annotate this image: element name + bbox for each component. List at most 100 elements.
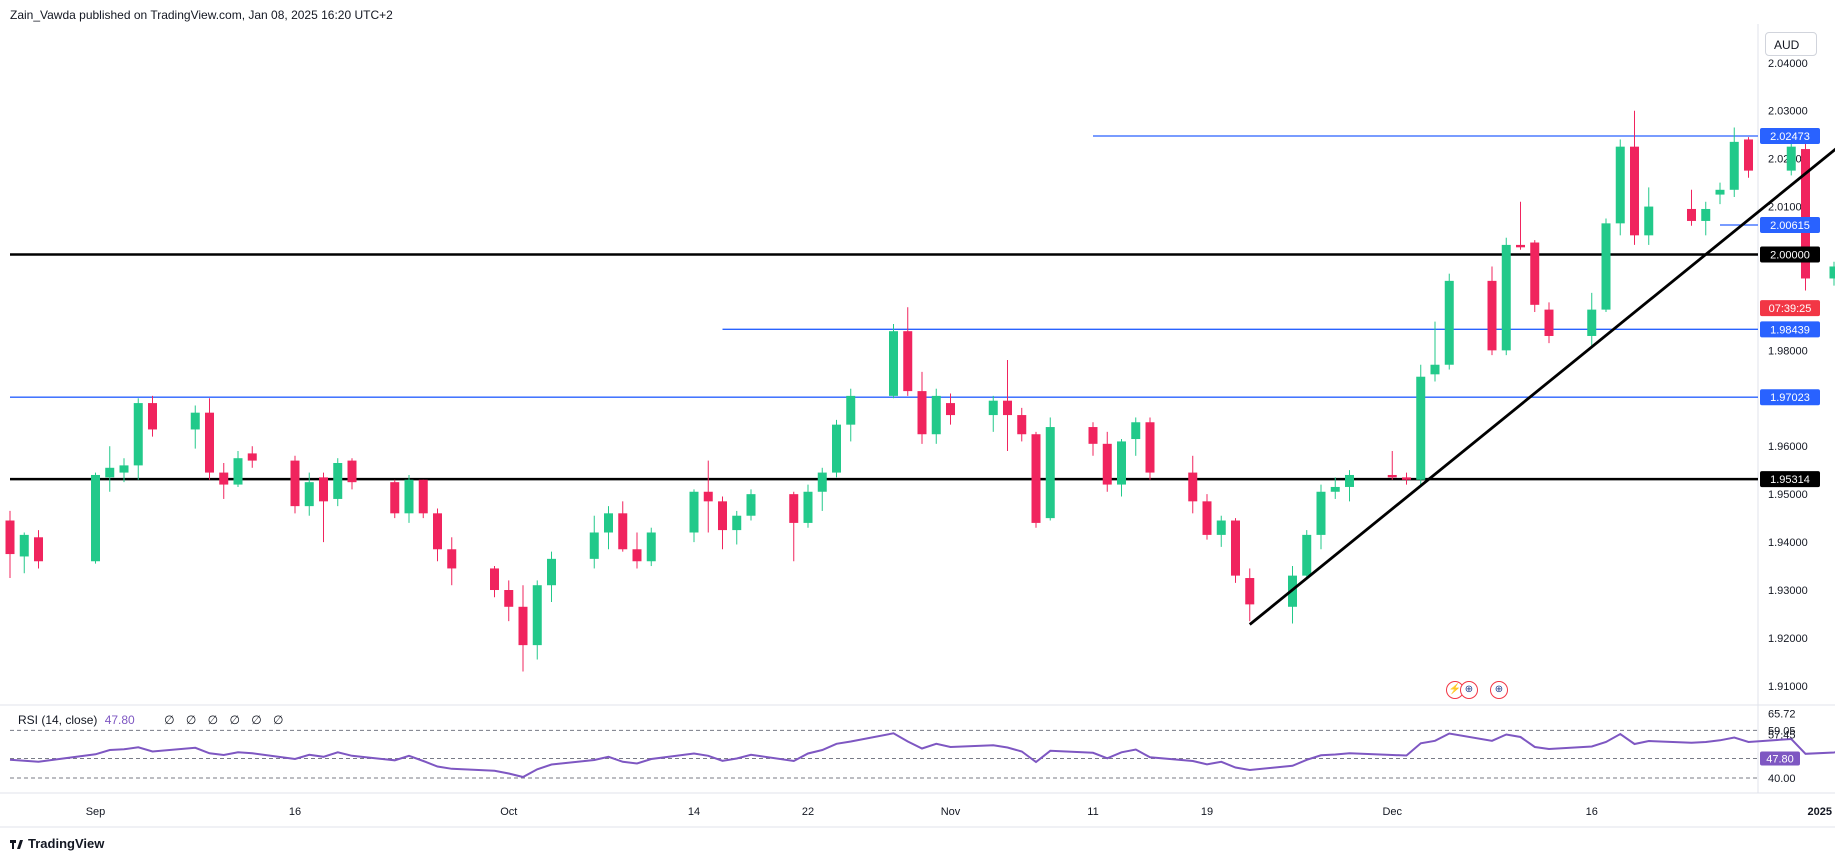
price-label-bg xyxy=(1760,300,1820,317)
candle-body xyxy=(832,424,841,473)
candle-body xyxy=(205,412,214,473)
tradingview-brand: TradingView xyxy=(28,836,105,851)
candle-body xyxy=(746,494,756,516)
candle-body xyxy=(988,400,998,416)
price-label: 07:39:25 xyxy=(1769,303,1812,315)
y-tick-label: 1.98000 xyxy=(1768,345,1808,357)
candle-body xyxy=(1715,189,1725,195)
candle-body xyxy=(1744,139,1753,171)
candle-body xyxy=(447,549,457,569)
au-flag-event-icon[interactable]: ⊕ xyxy=(1460,681,1478,699)
x-tick-label: 22 xyxy=(802,806,814,818)
currency-button[interactable]: AUD xyxy=(1765,32,1817,56)
candle-body xyxy=(1644,206,1654,236)
candle-body xyxy=(1131,422,1141,440)
candle-body xyxy=(304,482,314,507)
price-label-bg xyxy=(1760,321,1820,338)
candle-body xyxy=(433,513,442,550)
candle-body xyxy=(1829,266,1835,279)
price-label: 2.02473 xyxy=(1770,131,1810,143)
candle-body xyxy=(1430,364,1440,375)
rsi-axis-label: 65.72 xyxy=(1768,709,1796,721)
x-tick-label: 16 xyxy=(289,806,301,818)
rsi-indicator-dots: ∅ ∅ ∅ ∅ ∅ ∅ xyxy=(164,713,288,727)
candle-body xyxy=(119,465,129,473)
candle-body xyxy=(1117,441,1126,485)
candle-body xyxy=(247,453,257,461)
price-label: 2.00615 xyxy=(1770,220,1810,232)
candle-body xyxy=(219,472,229,485)
candle-body xyxy=(846,395,856,425)
candle-body xyxy=(1345,474,1354,487)
candle-body xyxy=(789,494,799,523)
candle-body xyxy=(5,520,15,555)
candle-body xyxy=(19,534,29,557)
candle-body xyxy=(903,331,913,392)
candle-body xyxy=(1687,208,1696,221)
x-tick-label: Nov xyxy=(941,806,961,818)
tradingview-logo[interactable]: TradingView xyxy=(10,836,104,851)
candle-body xyxy=(1188,472,1198,502)
candle-body xyxy=(1045,427,1055,519)
tradingview-logo-icon xyxy=(10,840,23,850)
x-tick-label: Sep xyxy=(86,806,106,818)
candle-body xyxy=(233,458,243,485)
candle-body xyxy=(604,513,613,533)
candle-body xyxy=(1102,443,1112,485)
candle-body xyxy=(1330,486,1340,492)
candle-body xyxy=(518,606,528,646)
price-label-bg xyxy=(1760,246,1820,263)
candle-body xyxy=(589,532,599,559)
candle-body xyxy=(1601,223,1611,310)
candle-body xyxy=(1544,309,1554,336)
candle-body xyxy=(1202,501,1212,535)
y-tick-label: 1.91000 xyxy=(1768,681,1808,693)
candle-body xyxy=(931,395,941,435)
rsi-axis-label: 59.05 xyxy=(1768,725,1796,737)
candle-body xyxy=(1316,491,1326,535)
rsi-legend: RSI (14, close) 47.80 ∅ ∅ ∅ ∅ ∅ ∅ xyxy=(18,713,287,727)
candle-body xyxy=(390,482,400,514)
candle-body xyxy=(1786,146,1796,171)
y-tick-label: 1.92000 xyxy=(1768,633,1808,645)
y-tick-label: 2.03000 xyxy=(1768,106,1808,118)
candle-body xyxy=(404,479,414,514)
candle-body xyxy=(190,412,200,430)
candle-body xyxy=(1231,520,1240,576)
candle-body xyxy=(1487,280,1497,351)
x-tick-label: 14 xyxy=(688,806,700,818)
candle-body xyxy=(689,491,699,533)
candle-body xyxy=(718,501,727,531)
candle-body xyxy=(1387,474,1397,478)
rsi-value: 47.80 xyxy=(104,713,135,727)
candle-body xyxy=(532,585,542,646)
candle-body xyxy=(347,460,357,483)
price-label: 1.97023 xyxy=(1770,392,1810,404)
candle-body xyxy=(290,460,300,507)
rsi-label: RSI (14, close) xyxy=(18,713,98,727)
candle-body xyxy=(1145,422,1155,473)
candle-body xyxy=(133,403,143,466)
candle-body xyxy=(1530,242,1540,305)
candle-body xyxy=(946,403,955,416)
candle-body xyxy=(1615,146,1625,224)
candle-body xyxy=(1017,415,1027,435)
price-label: 2.00000 xyxy=(1770,250,1810,262)
y-tick-label: 1.96000 xyxy=(1768,441,1808,453)
candle-body xyxy=(105,467,115,478)
rsi-line xyxy=(9,732,1835,779)
candle-body xyxy=(646,532,656,562)
candle-body xyxy=(1587,309,1597,336)
au-flag-event-icon-2[interactable]: ⊕ xyxy=(1490,681,1508,699)
candle-body xyxy=(547,558,556,586)
candle-body xyxy=(333,462,343,499)
candle-body xyxy=(418,479,428,514)
candle-body xyxy=(1302,534,1312,576)
trendline xyxy=(1248,147,1835,626)
candle-body xyxy=(632,549,642,562)
price-label-bg xyxy=(1760,127,1820,144)
rsi-axis-label: 47.80 xyxy=(1766,754,1794,766)
y-tick-label: 2.04000 xyxy=(1768,58,1808,70)
candle-body xyxy=(917,391,927,435)
